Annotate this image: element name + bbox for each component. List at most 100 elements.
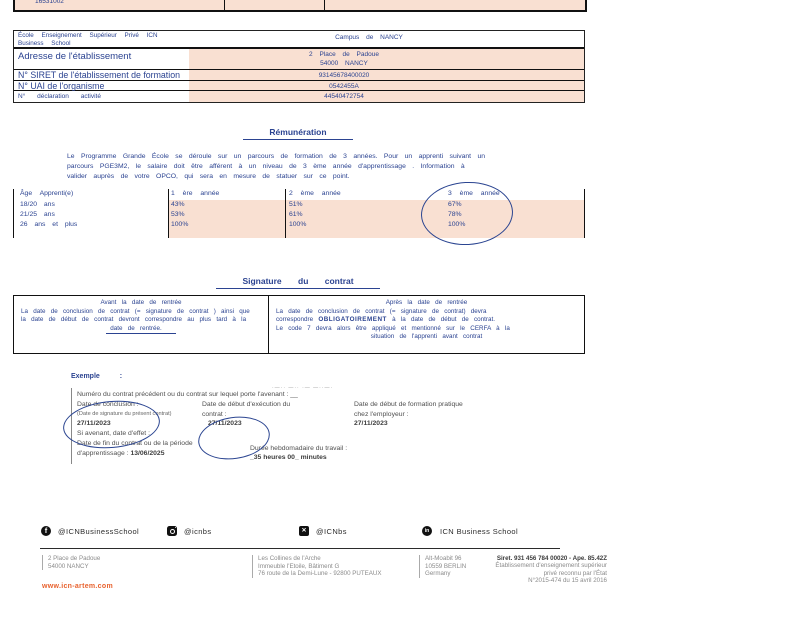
instagram-dot	[174, 527, 176, 529]
instagram-icon	[167, 526, 177, 536]
conclusion-date-value: 27/11/2023	[77, 420, 111, 427]
exemple-form-screenshot: ·—·· —·· ·— —··—· Numéro du contrat préc…	[61, 385, 492, 464]
social-x[interactable]: ✕ @ICNbs	[299, 526, 379, 538]
uai-label: N° UAI de l'organisme	[18, 80, 105, 91]
uai-row: N° UAI de l'organisme 0542455A	[14, 80, 584, 91]
table-filler-strip	[168, 230, 584, 238]
address-row: Adresse de l'établissement 2 Place de Pa…	[14, 49, 584, 70]
after-line-part: à la date de début de contrat.	[392, 316, 496, 324]
after-title: Après la date de rentrée	[385, 299, 468, 306]
signature-heading: Signature du contrat	[13, 276, 583, 289]
end-date-text: d'apprentissage :	[77, 450, 131, 457]
age-cell: 21/25 ans	[20, 211, 55, 218]
address-line: 76 route de la Demi-Lune - 92800 PUTEAUX	[258, 570, 382, 578]
pct-cell: 51%	[285, 200, 431, 210]
siret-ape-line: Siret. 931 456 784 00020 - Ape. 85.42Z	[496, 555, 607, 562]
address-line: 10559 BERLIN	[425, 562, 467, 570]
pct-cell: 43%	[168, 200, 285, 210]
end-date-label-line1: Date de fin du contrat ou de la période	[77, 440, 193, 447]
date-execution-label-line1: Date de début d'exécution du	[202, 401, 291, 408]
legal-line: Établissement d'enseignement supérieur	[495, 562, 607, 570]
date-conclusion-label: Date de conclusion :	[77, 401, 139, 408]
establishment-name-line2: Business School	[18, 40, 71, 47]
before-underlined-line: date de rentrée.	[106, 325, 176, 335]
legal-line: privé reconnu par l'État	[543, 569, 607, 577]
cutoff-text-fragment: ·—·· —·· ·— —··—·	[272, 385, 334, 391]
address-puteaux: Les Collines de l'Arche Immeuble l'Etoil…	[252, 555, 381, 578]
instagram-handle: @icnbs	[184, 527, 212, 536]
remuneration-table-header: Âge Apprenti(e) 1 ère année 2 ème année …	[14, 189, 584, 200]
top-partial-table-row: 16531002	[13, 0, 587, 12]
table-row: 21/25 ans 53% 61% 78%	[14, 210, 584, 220]
execution-date-value: 27/11/2023	[208, 420, 242, 427]
remuneration-paragraph: Le Programme Grande École se déroule sur…	[67, 152, 519, 181]
address-line: 2 Place de Padoue	[48, 555, 101, 562]
declaration-row: N° déclaration activité 44540472754	[14, 91, 584, 102]
social-facebook[interactable]: f @ICNBusinessSchool	[41, 526, 161, 538]
partial-row-value: 16531002	[35, 0, 64, 5]
establishment-name: École Enseignement Supérieur Privé ICN B…	[14, 31, 189, 47]
age-cell: 18/20 ans	[20, 201, 55, 208]
address-label: Adresse de l'établissement	[18, 51, 132, 62]
remuneration-title: Rémunération	[243, 127, 353, 140]
siret-row: N° SIRET de l'établissement de formation…	[14, 70, 584, 81]
address-line: Germany	[425, 570, 451, 578]
x-twitter-icon: ✕	[299, 526, 309, 536]
address-nancy: 2 Place de Padoue 54000 NANCY	[42, 555, 101, 571]
col-header-age: Âge Apprenti(e)	[20, 190, 74, 197]
siret-value: 93145678400020	[189, 70, 584, 80]
establishment-name-line1: École Enseignement Supérieur Privé ICN	[18, 32, 158, 39]
facebook-icon: f	[41, 526, 51, 536]
avenant-effect-label: Si avenant, date d'effet :	[77, 430, 150, 437]
col-header-year3: 3 ème année	[448, 190, 500, 197]
uai-value: 0542455A	[189, 80, 584, 90]
address-line: 54000 NANCY	[48, 562, 89, 570]
website-link[interactable]: www.icn-artem.com	[42, 583, 113, 590]
instagram-lens	[169, 528, 175, 534]
column-border	[285, 189, 286, 238]
pct-cell: 78%	[431, 210, 584, 220]
facebook-handle: @ICNBusinessSchool	[58, 527, 140, 536]
paragraph-line: parcours PGE3M2, le salaire doit être af…	[67, 162, 465, 170]
table-row: 18/20 ans 43% 51% 67%	[14, 200, 584, 210]
after-line: situation de l'apprenti avant contrat	[370, 333, 483, 341]
pct-cell: 67%	[431, 200, 584, 210]
address-line: Immeuble l'Etoile, Bâtiment G	[258, 562, 340, 570]
obligatoirement-text: OBLIGATOIREMENT	[318, 316, 387, 324]
avenant-number-line: Numéro du contrat précédent ou du contra…	[77, 391, 298, 398]
cell-divider	[324, 0, 325, 10]
social-linkedin[interactable]: in ICN Business School	[422, 526, 542, 538]
remuneration-heading: Rémunération	[13, 127, 583, 140]
linkedin-handle: ICN Business School	[440, 527, 519, 536]
x-handle: @ICNbs	[316, 527, 347, 536]
signature-after-cell: Après la date de rentrée La date de conc…	[269, 296, 584, 353]
signature-table: Avant la date de rentrée La date de conc…	[13, 295, 585, 354]
col-header-year2: 2 ème année	[289, 190, 341, 197]
cell-divider	[224, 0, 225, 10]
col-header-year1: 1 ère année	[171, 190, 220, 197]
pct-cell: 100%	[168, 220, 285, 230]
pct-cell: 53%	[168, 210, 285, 220]
legal-line: N°2015-474 du 15 avril 2016	[528, 576, 607, 584]
date-formation-label-line2: chez l'employeur :	[354, 411, 409, 418]
formation-date-value: 27/11/2023	[354, 420, 388, 427]
address-line: Les Collines de l'Arche	[258, 555, 321, 562]
weekly-hours-value: _35 heures 00_ minutes	[250, 454, 327, 461]
date-execution-label-line2: contrat :	[202, 411, 227, 418]
campus-value: Campus de NANCY	[189, 31, 584, 47]
address-line2: 54000 NANCY	[320, 60, 368, 67]
establishment-name-row: École Enseignement Supérieur Privé ICN B…	[14, 31, 584, 49]
before-line: la date de début de contrat devront corr…	[21, 316, 247, 324]
pct-cell: 61%	[285, 210, 431, 220]
before-line: La date de conclusion de contrat (= sign…	[21, 307, 250, 315]
social-instagram[interactable]: @icnbs	[167, 526, 247, 538]
declaration-label: N° déclaration activité	[18, 93, 101, 100]
paragraph-line: Le Programme Grande École se déroule sur…	[67, 153, 486, 160]
address-line1: 2 Place de Padoue	[309, 51, 379, 58]
paragraph-line: valider auprès de votre OPCO, qui sera e…	[67, 172, 350, 180]
address-line: Alt-Moabit 96	[425, 555, 462, 562]
after-line: correspondre OBLIGATOIREMENT à la date d…	[276, 316, 577, 325]
address-berlin: Alt-Moabit 96 10559 BERLIN Germany	[419, 555, 466, 578]
legal-info: Siret. 931 456 784 00020 - Ape. 85.42Z É…	[430, 555, 607, 584]
